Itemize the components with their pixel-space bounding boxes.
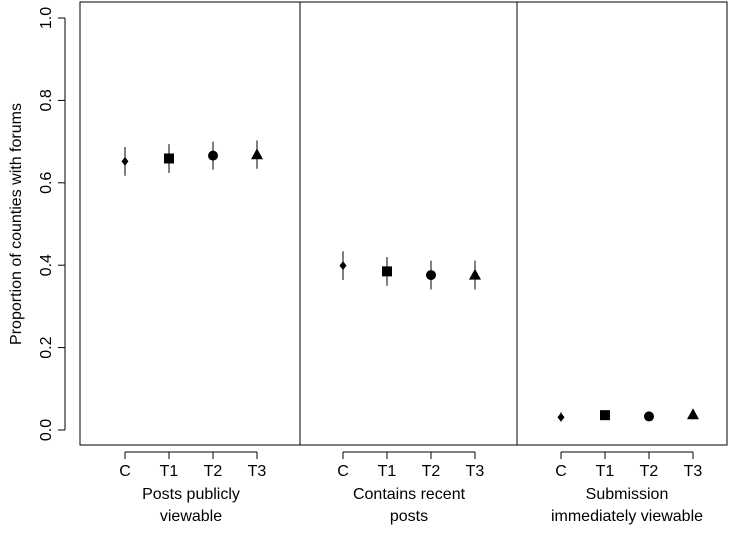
- y-tick-label: 0.8: [38, 89, 55, 111]
- x-tick-label: T3: [248, 463, 267, 480]
- x-tick-label: T1: [378, 463, 397, 480]
- data-marks: [121, 140, 699, 422]
- x-tick-label: T3: [466, 463, 485, 480]
- plot-frame: [79, 1, 728, 446]
- point-diamond: [557, 412, 565, 422]
- y-axis: 0.0 0.2 0.4 0.6 0.8 1.0: [38, 7, 66, 441]
- point-triangle: [469, 268, 481, 280]
- y-tick-label: 0.0: [38, 419, 55, 441]
- y-tick-label: 0.4: [38, 254, 55, 276]
- point-diamond: [121, 156, 129, 166]
- panel-label: Contains recent: [353, 486, 466, 503]
- y-tick-label: 0.6: [38, 172, 55, 194]
- point-triangle: [251, 148, 263, 160]
- point-square: [164, 153, 174, 164]
- panel-label: immediately viewable: [551, 508, 703, 525]
- x-tick-label: T3: [684, 463, 703, 480]
- point-square: [600, 410, 610, 421]
- x-tick-label: C: [555, 463, 567, 480]
- x-tick-label: T2: [640, 463, 659, 480]
- y-tick-label: 0.2: [38, 336, 55, 358]
- x-tick-label: T1: [160, 463, 179, 480]
- x-tick-label: C: [337, 463, 349, 480]
- x-tick-label: C: [119, 463, 131, 480]
- point-square: [382, 266, 392, 277]
- panel-label: Posts publicly: [142, 486, 240, 503]
- y-tick-label: 1.0: [38, 7, 55, 29]
- x-tick-label: T2: [422, 463, 441, 480]
- y-axis-title: Proportion of counties with forums: [8, 103, 25, 345]
- x-tick-label: T2: [204, 463, 223, 480]
- point-circle: [208, 150, 218, 161]
- x-tick-label: T1: [596, 463, 615, 480]
- point-circle: [644, 411, 654, 422]
- panel-label: Submission: [586, 486, 669, 503]
- panel-label: viewable: [160, 508, 222, 525]
- point-triangle: [687, 408, 699, 420]
- point-diamond: [339, 261, 347, 271]
- point-circle: [426, 270, 436, 281]
- panel-label: posts: [390, 508, 428, 525]
